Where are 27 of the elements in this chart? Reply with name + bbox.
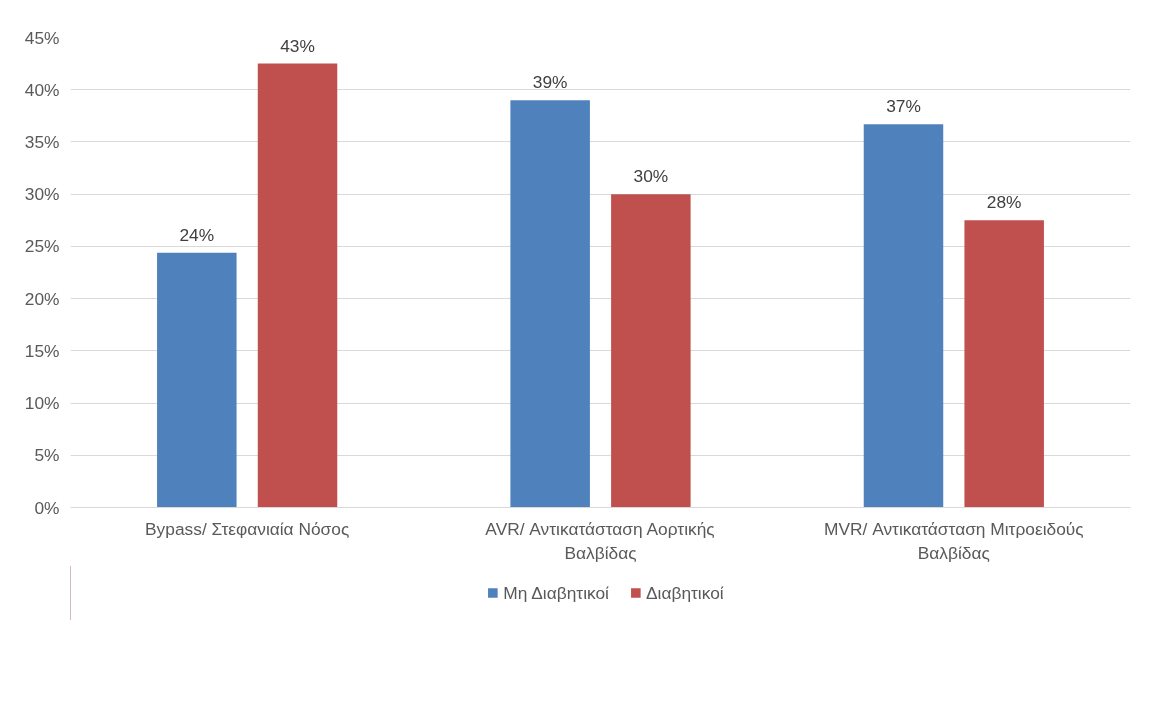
y-tick-label: 15% (24, 340, 60, 361)
data-label: 39% (532, 72, 568, 93)
legend-label: Διαβητικοί (645, 582, 724, 603)
bar (157, 252, 237, 508)
bar (611, 194, 691, 508)
data-label: 37% (886, 96, 921, 117)
bar (863, 124, 944, 508)
y-tick-label: 10% (24, 393, 60, 414)
y-tick-label: 35% (24, 131, 60, 152)
data-label: 43% (280, 35, 315, 56)
bar (510, 100, 590, 508)
data-label: 28% (986, 192, 1022, 213)
y-tick-label: 5% (34, 445, 60, 466)
x-tick-label: MVR/ Αντικατάσταση Μιτροειδούς Βαλβίδας (824, 518, 1084, 563)
y-tick-label: 20% (24, 288, 60, 309)
bar (257, 63, 338, 508)
x-tick-label: Bypass/ Στεφανιαία Νόσος (145, 518, 350, 539)
bar (964, 220, 1044, 508)
data-label: 24% (179, 224, 215, 245)
y-tick-label: 0% (34, 497, 60, 518)
y-tick-label: 25% (24, 236, 60, 257)
y-tick-label: 45% (24, 27, 60, 48)
y-tick-label: 40% (24, 79, 60, 100)
x-tick-label: AVR/ Αντικατάσταση Αορτικής Βαλβίδας (485, 518, 715, 563)
y-tick-label: 30% (24, 184, 60, 205)
legend-label: Μη Διαβητικοί (503, 582, 609, 603)
data-label: 30% (633, 166, 669, 187)
